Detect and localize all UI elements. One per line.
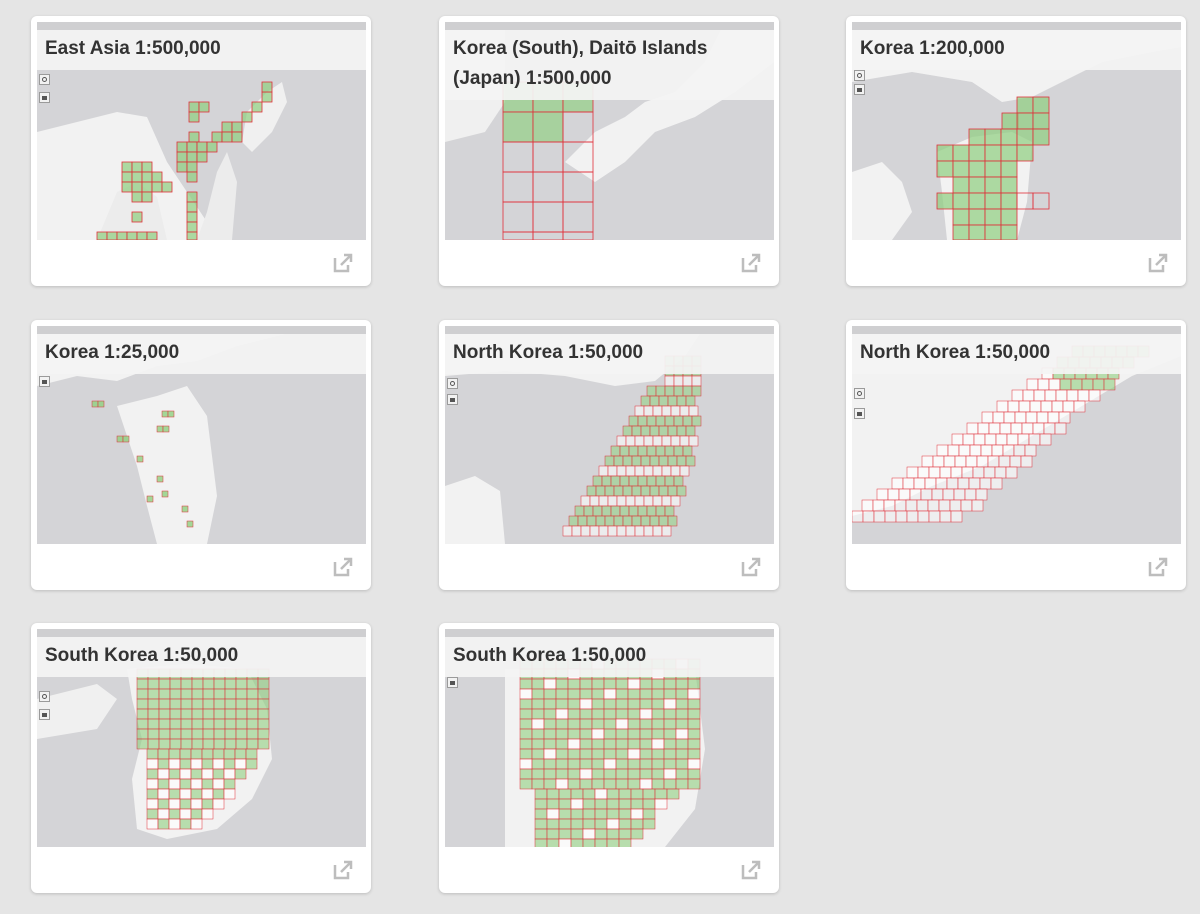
external-link-icon[interactable] bbox=[1147, 556, 1169, 578]
card-title: East Asia 1:500,000 bbox=[45, 38, 221, 59]
map-card-east-asia[interactable]: East Asia 1:500,000 bbox=[31, 16, 371, 286]
card-title-band: Korea (South), Daitō Islands (Japan) 1:5… bbox=[445, 30, 774, 100]
map-header-strip bbox=[37, 629, 366, 637]
locate-icon[interactable] bbox=[39, 691, 50, 702]
card-title: North Korea 1:50,000 bbox=[860, 342, 1051, 363]
external-link-icon[interactable] bbox=[740, 556, 762, 578]
card-title: Korea (South), Daitō Islands (Japan) 1:5… bbox=[453, 38, 708, 89]
map-header-strip bbox=[37, 22, 366, 30]
home-icon[interactable] bbox=[447, 677, 458, 688]
card-title-band: Korea 1:25,000 bbox=[37, 334, 366, 374]
map-thumbnail[interactable]: East Asia 1:500,000 bbox=[37, 22, 366, 240]
home-icon[interactable] bbox=[447, 394, 458, 405]
map-thumbnail[interactable]: Korea 1:200,000 bbox=[852, 22, 1181, 240]
card-title: Korea 1:200,000 bbox=[860, 38, 1005, 59]
home-icon[interactable] bbox=[39, 92, 50, 103]
card-title-band: Korea 1:200,000 bbox=[852, 30, 1181, 70]
tile-grid bbox=[562, 355, 702, 537]
card-title: South Korea 1:50,000 bbox=[453, 645, 647, 666]
card-title-band: East Asia 1:500,000 bbox=[37, 30, 366, 70]
map-header-strip bbox=[852, 22, 1181, 30]
map-header-strip bbox=[445, 629, 774, 637]
home-icon[interactable] bbox=[854, 408, 865, 419]
home-icon[interactable] bbox=[39, 709, 50, 720]
card-title-band: North Korea 1:50,000 bbox=[445, 334, 774, 374]
external-link-icon[interactable] bbox=[332, 252, 354, 274]
card-title: Korea 1:25,000 bbox=[45, 342, 180, 363]
map-card-south-korea-50k-a[interactable]: South Korea 1:50,000 bbox=[31, 623, 371, 893]
map-card-korea-200k[interactable]: Korea 1:200,000 bbox=[846, 16, 1186, 286]
map-thumbnail[interactable]: Korea 1:25,000 bbox=[37, 326, 366, 544]
card-title-band: South Korea 1:50,000 bbox=[445, 637, 774, 677]
map-header-strip bbox=[852, 326, 1181, 334]
locate-icon[interactable] bbox=[447, 378, 458, 389]
external-link-icon[interactable] bbox=[332, 556, 354, 578]
card-title-band: South Korea 1:50,000 bbox=[37, 637, 366, 677]
external-link-icon[interactable] bbox=[1147, 252, 1169, 274]
locate-icon[interactable] bbox=[854, 388, 865, 399]
map-card-north-korea-50k-b[interactable]: North Korea 1:50,000 bbox=[846, 320, 1186, 590]
card-title-band: North Korea 1:50,000 bbox=[852, 334, 1181, 374]
home-icon[interactable] bbox=[39, 376, 50, 387]
locate-icon[interactable] bbox=[39, 74, 50, 85]
map-header-strip bbox=[37, 326, 366, 334]
external-link-icon[interactable] bbox=[332, 859, 354, 881]
map-card-korea-25k[interactable]: Korea 1:25,000 bbox=[31, 320, 371, 590]
map-header-strip bbox=[445, 22, 774, 30]
external-link-icon[interactable] bbox=[740, 252, 762, 274]
card-title: South Korea 1:50,000 bbox=[45, 645, 239, 666]
card-title: North Korea 1:50,000 bbox=[453, 342, 644, 363]
map-thumbnail[interactable]: South Korea 1:50,000 bbox=[445, 629, 774, 847]
map-thumbnail[interactable]: North Korea 1:50,000 bbox=[852, 326, 1181, 544]
locate-icon[interactable] bbox=[854, 70, 865, 81]
map-card-north-korea-50k-a[interactable]: North Korea 1:50,000 bbox=[439, 320, 779, 590]
map-header-strip bbox=[445, 326, 774, 334]
home-icon[interactable] bbox=[854, 84, 865, 95]
map-card-korea-south-daito[interactable]: Korea (South), Daitō Islands (Japan) 1:5… bbox=[439, 16, 779, 286]
map-thumbnail[interactable]: North Korea 1:50,000 bbox=[445, 326, 774, 544]
external-link-icon[interactable] bbox=[740, 859, 762, 881]
map-thumbnail[interactable]: South Korea 1:50,000 bbox=[37, 629, 366, 847]
tile-grid bbox=[519, 658, 701, 847]
map-thumbnail[interactable]: Korea (South), Daitō Islands (Japan) 1:5… bbox=[445, 22, 774, 240]
map-card-south-korea-50k-b[interactable]: South Korea 1:50,000 bbox=[439, 623, 779, 893]
